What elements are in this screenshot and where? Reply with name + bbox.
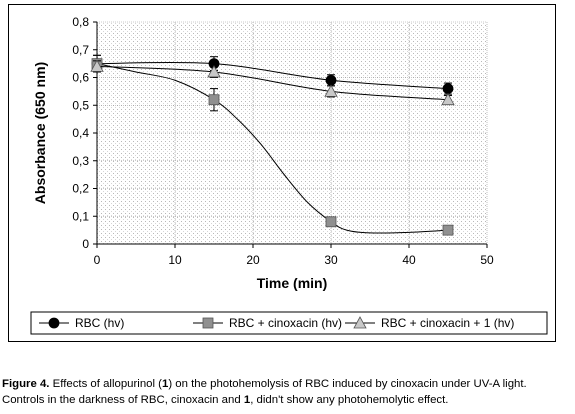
caption-text-1b: ) on the photohemolysis of RBC induced b…: [168, 378, 527, 390]
legend-label: RBC + cinoxacin (hv): [229, 316, 342, 330]
x-tick-label: 10: [168, 253, 182, 267]
data-point-square: [325, 216, 337, 228]
legend-entry: RBC (hv): [39, 316, 124, 330]
y-tick-label: 0,7: [72, 43, 89, 57]
legend-label: RBC + cinoxacin + 1 (hv): [381, 316, 514, 330]
legend-label: RBC (hv): [75, 316, 124, 330]
x-tick-label: 0: [94, 253, 101, 267]
series-line: [96, 65, 449, 101]
y-tick-label: 0,2: [72, 182, 89, 196]
y-tick-label: 0,4: [72, 126, 89, 140]
data-point-triangle: [324, 84, 338, 97]
y-tick-label: 0,3: [72, 154, 89, 168]
series-line: [96, 63, 449, 234]
legend-marker-triangle: [353, 316, 367, 329]
data-point-square: [442, 224, 454, 236]
x-axis-label: Time (min): [257, 275, 328, 291]
figure-caption: Figure 4. Effects of allopurinol (1) on …: [2, 376, 573, 408]
caption-compound-number-2: 1: [243, 394, 251, 406]
y-tick-label: 0,6: [72, 71, 89, 85]
y-tick-label: 0,5: [72, 98, 89, 112]
data-point-triangle: [207, 65, 221, 78]
x-tick-label: 30: [324, 253, 338, 267]
caption-text-2b: , didn't show any photohemolytic effect.: [250, 394, 449, 406]
caption-text-1a: Effects of allopurinol (: [49, 378, 162, 390]
caption-line-2: Controls in the darkness of RBC, cinoxac…: [2, 392, 573, 408]
caption-compound-number: 1: [161, 378, 169, 390]
data-point-triangle: [90, 59, 104, 72]
gridlines: [97, 21, 488, 244]
legend-entry: RBC + cinoxacin + 1 (hv): [345, 316, 514, 330]
y-tick-label: 0: [82, 237, 89, 251]
chart-frame: 0 0,1 0,2 0,3 0,4 0,5 0,6 0,7 0,8 0 10 20 30 40 50 Tim…: [8, 4, 556, 342]
caption-figure-label: Figure 4.: [2, 378, 50, 390]
y-tick-label: 0,8: [72, 15, 89, 29]
x-tick-label: 40: [402, 253, 416, 267]
y-tick-label: 0,1: [72, 209, 89, 223]
series-triangle: [90, 59, 455, 106]
x-tick-label: 20: [246, 253, 260, 267]
x-tick-label: 50: [480, 253, 494, 267]
caption-line-1: Figure 4. Effects of allopurinol (1) on …: [2, 376, 573, 392]
data-point-triangle: [441, 92, 455, 106]
legend-box: [30, 311, 548, 335]
tick-labels: 0 0,1 0,2 0,3 0,4 0,5 0,6 0,7 0,8 0 10 20 30 40 50: [72, 15, 494, 267]
legend-marker-square: [202, 317, 214, 329]
legend-marker-circle: [48, 317, 60, 329]
data-point-circle: [325, 74, 337, 86]
series: [90, 54, 455, 236]
legend-entry: RBC + cinoxacin (hv): [193, 316, 342, 330]
data-point-circle: [442, 83, 454, 94]
absorbance-chart: 0 0,1 0,2 0,3 0,4 0,5 0,6 0,7 0,8 0 10 20 30 40 50 Tim…: [30, 15, 548, 335]
y-axis-label: Absorbance (650 nm): [32, 62, 48, 204]
caption-text-2a: Controls in the darkness of RBC, cinoxac…: [2, 394, 244, 406]
legend: RBC (hv) RBC + cinoxacin (hv) RBC + cinoxa…: [30, 311, 548, 335]
data-point-square: [208, 94, 220, 106]
series-line: [96, 61, 449, 90]
